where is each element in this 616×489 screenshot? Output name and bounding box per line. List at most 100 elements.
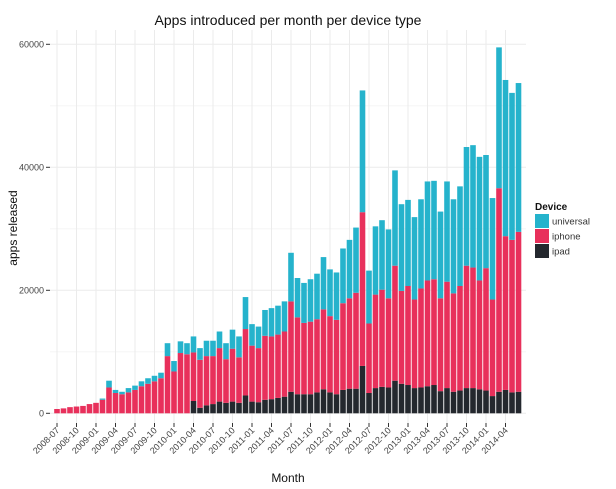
bar-ipad-2010-09 (223, 402, 229, 414)
bar-ipad-2011-09 (301, 394, 307, 414)
bar-universal-2013-12 (476, 156, 483, 281)
bar-ipad-2010-12 (242, 395, 249, 414)
bar-iphone-2014-04 (502, 236, 509, 390)
bar-ipad-2011-11 (314, 392, 320, 414)
bar-universal-2010-09 (223, 343, 229, 360)
bar-iphone-2014-03 (496, 188, 502, 392)
bar-universal-2014-03 (496, 47, 502, 189)
bar-ipad-2011-04 (268, 399, 275, 414)
bar-iphone-2012-06 (359, 212, 366, 366)
bar-universal-2012-06 (359, 90, 366, 213)
bar-universal-2009-02 (99, 398, 106, 400)
bar-universal-2010-07 (210, 340, 216, 357)
bar-iphone-2009-09 (145, 383, 151, 414)
bar-iphone-2010-02 (177, 353, 184, 414)
bar-universal-2012-01 (327, 269, 333, 317)
legend: Device universal iphone ipad (535, 202, 590, 258)
bar-universal-2013-05 (431, 180, 437, 280)
bar-iphone-2013-03 (418, 288, 424, 388)
bar-iphone-2009-07 (132, 389, 138, 414)
bar-iphone-2008-09 (67, 407, 73, 414)
bar-iphone-2009-05 (119, 394, 125, 414)
bar-universal-2011-07 (288, 252, 294, 302)
bar-iphone-2014-02 (489, 299, 496, 397)
bar-iphone-2013-12 (476, 280, 483, 390)
bar-ipad-2012-07 (366, 393, 372, 414)
bar-iphone-2009-11 (158, 378, 164, 414)
bar-universal-2013-03 (418, 199, 424, 289)
bar-universal-2012-11 (392, 170, 398, 266)
bar-ipad-2014-02 (489, 396, 496, 414)
bar-universal-2012-02 (333, 272, 340, 320)
bar-ipad-2014-01 (483, 390, 489, 414)
bar-iphone-2014-01 (483, 268, 489, 391)
bar-ipad-2012-11 (392, 380, 398, 414)
bar-ipad-2013-02 (411, 388, 418, 414)
y-axis: 0 20000 40000 60000 (19, 39, 50, 418)
bar-ipad-2011-05 (275, 397, 281, 414)
bar-universal-2011-08 (294, 278, 301, 318)
bar-ipad-2014-05 (509, 392, 515, 414)
bar-ipad-2010-08 (216, 401, 223, 414)
bar-iphone-2008-12 (86, 404, 93, 414)
y-axis-title: apps released (6, 190, 20, 265)
bar-iphone-2011-07 (288, 301, 294, 392)
bar-iphone-2009-01 (93, 402, 99, 414)
bar-universal-2010-08 (216, 331, 223, 349)
bar-ipad-2011-07 (288, 391, 294, 414)
bar-iphone-2011-08 (294, 317, 301, 395)
legend-label-iphone: iphone (552, 232, 581, 243)
bar-ipad-2013-01 (405, 385, 411, 414)
bar-iphone-2011-10 (307, 321, 314, 395)
legend-label-universal: universal (552, 217, 590, 228)
bar-universal-2014-05 (509, 92, 515, 240)
y-tick-label: 40000 (19, 162, 44, 172)
y-tick-label: 20000 (19, 285, 44, 295)
bar-iphone-2012-03 (340, 303, 346, 390)
bar-universal-2013-07 (444, 181, 450, 282)
bar-iphone-2009-06 (125, 392, 132, 414)
x-axis-title: Month (271, 471, 304, 485)
bar-universal-2011-03 (262, 309, 268, 336)
bar-iphone-2010-12 (242, 329, 249, 396)
bar-universal-2012-12 (398, 204, 405, 291)
bar-ipad-2011-01 (249, 401, 255, 414)
bar-iphone-2012-07 (366, 323, 372, 394)
bar-iphone-2010-05 (197, 359, 203, 408)
bars (54, 47, 522, 414)
bar-iphone-2011-12 (320, 309, 327, 390)
bar-ipad-2012-09 (379, 386, 385, 414)
bar-universal-2009-04 (112, 389, 119, 394)
bar-iphone-2013-07 (444, 281, 450, 389)
bar-iphone-2010-11 (236, 357, 242, 403)
bar-universal-2010-05 (197, 348, 203, 360)
bar-iphone-2010-04 (190, 352, 197, 401)
bar-ipad-2013-08 (450, 391, 457, 414)
bar-ipad-2013-11 (470, 388, 476, 414)
bar-universal-2010-02 (177, 341, 184, 354)
bar-iphone-2012-02 (333, 319, 340, 395)
bar-iphone-2010-01 (171, 371, 177, 414)
bar-universal-2012-03 (340, 248, 346, 304)
bar-iphone-2012-11 (392, 265, 398, 381)
bar-universal-2009-07 (132, 385, 138, 390)
bar-universal-2010-11 (236, 336, 242, 358)
bar-universal-2013-02 (411, 217, 418, 300)
bar-universal-2014-01 (483, 155, 489, 269)
bar-iphone-2009-02 (99, 399, 106, 414)
bar-iphone-2011-05 (275, 334, 281, 398)
bar-ipad-2013-06 (437, 391, 444, 414)
bar-universal-2010-01 (171, 361, 177, 372)
bar-iphone-2012-08 (372, 294, 379, 389)
x-axis: 2008-072008-102009-012009-042009-072009-… (31, 423, 510, 456)
bar-ipad-2012-12 (398, 383, 405, 414)
bar-ipad-2013-07 (444, 388, 450, 414)
bar-iphone-2012-10 (385, 298, 392, 388)
bar-ipad-2010-10 (229, 401, 236, 414)
bar-ipad-2012-02 (333, 394, 340, 414)
bar-ipad-2011-08 (294, 394, 301, 414)
bar-universal-2014-04 (502, 79, 509, 237)
y-tick-label: 60000 (19, 39, 44, 49)
bar-iphone-2011-06 (281, 331, 288, 397)
bar-iphone-2011-03 (262, 335, 268, 400)
